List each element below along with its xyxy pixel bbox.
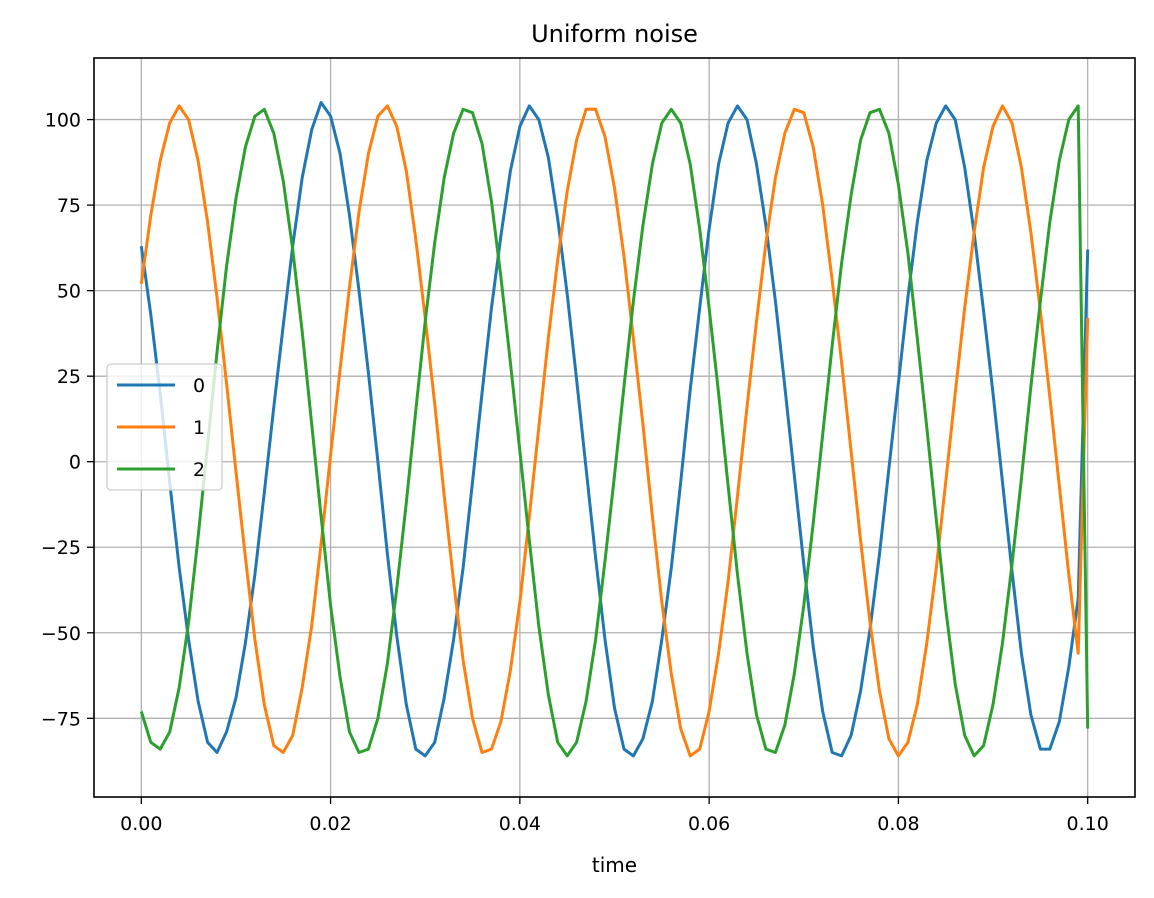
plot-frame xyxy=(93,57,1136,798)
legend: 0 1 2 xyxy=(106,363,223,491)
legend-label-1: 1 xyxy=(193,417,205,439)
y-tick-label: −25 xyxy=(41,537,81,559)
y-tick-label: −50 xyxy=(41,623,81,645)
y-tick-label: −75 xyxy=(41,708,81,730)
x-tick-label: 0.04 xyxy=(499,813,541,835)
y-tick-label: 50 xyxy=(57,281,81,303)
x-axis-label: time xyxy=(592,853,637,877)
legend-items: 0 1 2 xyxy=(117,375,205,481)
legend-label-2: 2 xyxy=(193,459,205,481)
axis-ticks: 0.00 0.02 0.04 0.06 0.08 0.10 −75 −50 −25 0 25 50 75… xyxy=(41,110,1109,835)
x-tick-label: 0.02 xyxy=(309,813,351,835)
y-tick-label: 0 xyxy=(69,452,81,474)
x-tick-label: 0.10 xyxy=(1067,813,1109,835)
series-line-0 xyxy=(139,101,1090,758)
legend-label-0: 0 xyxy=(193,375,205,397)
series-lines xyxy=(139,101,1090,758)
x-tick-label: 0.00 xyxy=(120,813,162,835)
series-line-2 xyxy=(139,104,1090,758)
y-tick-label: 75 xyxy=(57,195,81,217)
x-tick-label: 0.08 xyxy=(877,813,919,835)
x-tick-label: 0.06 xyxy=(688,813,730,835)
y-tick-label: 100 xyxy=(45,110,81,132)
y-tick-label: 25 xyxy=(57,366,81,388)
series-line-1 xyxy=(139,104,1090,758)
chart-title: Uniform noise xyxy=(531,20,698,48)
